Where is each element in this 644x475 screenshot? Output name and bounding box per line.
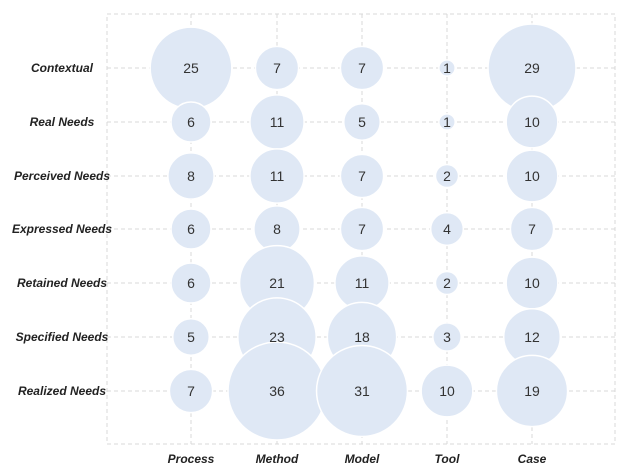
data-label: 36 [269, 383, 285, 399]
y-tick-label: Perceived Needs [14, 169, 110, 183]
bubble-realized-needs-process [168, 368, 214, 414]
bubble-expressed-needs-process [170, 208, 212, 250]
data-label: 3 [443, 329, 451, 345]
data-label: 7 [358, 168, 366, 184]
data-label: 11 [270, 114, 285, 130]
data-label: 18 [354, 329, 370, 345]
bubble-perceived-needs-case [505, 149, 559, 203]
data-label: 2 [443, 275, 451, 291]
bubbles [149, 23, 577, 441]
bubble-real-needs-model [342, 102, 382, 142]
bubble-real-needs-case [505, 95, 559, 149]
bubble-expressed-needs-case [509, 206, 555, 252]
bubble-specified-needs-tool [432, 322, 462, 352]
data-label: 7 [358, 60, 366, 76]
data-label: 23 [269, 329, 285, 345]
bubble-perceived-needs-process [167, 152, 215, 200]
x-tick-label: Process [168, 452, 215, 466]
x-tick-label: Case [518, 452, 547, 466]
data-label: 10 [524, 168, 540, 184]
bubble-contextual-model [339, 45, 385, 91]
data-label: 29 [524, 60, 540, 76]
bubble-perceived-needs-method [249, 148, 305, 204]
y-tick-label: Retained Needs [17, 276, 107, 290]
x-axis-labels: Process Method Model Tool Case [168, 452, 547, 466]
data-label: 7 [273, 60, 281, 76]
y-tick-label: Contextual [31, 61, 94, 75]
bubble-retained-needs-tool [434, 270, 460, 296]
data-label: 6 [187, 275, 195, 291]
x-tick-label: Model [345, 452, 380, 466]
bubble-realized-needs-tool [420, 364, 474, 418]
x-tick-label: Tool [435, 452, 461, 466]
bubble-contextual-tool [438, 59, 456, 77]
y-tick-label: Expressed Needs [12, 222, 112, 236]
data-label: 1 [443, 60, 451, 76]
data-label: 7 [187, 383, 195, 399]
data-label: 5 [358, 114, 366, 130]
y-axis-labels: Contextual Real Needs Perceived Needs Expre… [12, 61, 112, 398]
data-label: 6 [187, 221, 195, 237]
x-tick-label: Method [256, 452, 299, 466]
y-tick-label: Realized Needs [18, 384, 106, 398]
data-label: 12 [524, 329, 540, 345]
bubble-real-needs-tool [438, 113, 456, 131]
bubble-realized-needs-case [495, 354, 569, 428]
data-label: 31 [354, 383, 370, 399]
bubble-expressed-needs-model [339, 206, 385, 252]
bubble-retained-needs-process [170, 262, 212, 304]
bubble-expressed-needs-tool [429, 211, 465, 247]
data-label: 5 [187, 329, 195, 345]
bubble-perceived-needs-tool [434, 163, 460, 189]
bubble-real-needs-process [170, 101, 212, 143]
bubble-realized-needs-model [315, 344, 409, 438]
bubble-contextual-method [254, 45, 300, 91]
data-labels: 25 7 7 1 296 11 5 1 108 11 7 2 106 8 7 4 76 21 11 2 105 23 18 3… [183, 60, 540, 399]
data-label: 25 [183, 60, 199, 76]
data-label: 11 [270, 168, 285, 184]
bubble-specified-needs-process [171, 317, 211, 357]
y-tick-label: Specified Needs [16, 330, 109, 344]
data-label: 10 [524, 275, 540, 291]
bubble-perceived-needs-model [339, 153, 385, 199]
data-label: 11 [355, 275, 370, 291]
data-label: 10 [439, 383, 455, 399]
data-label: 10 [524, 114, 540, 130]
data-label: 2 [443, 168, 451, 184]
data-label: 21 [269, 275, 285, 291]
data-label: 19 [524, 383, 540, 399]
data-label: 1 [443, 114, 451, 130]
data-label: 8 [187, 168, 195, 184]
data-label: 6 [187, 114, 195, 130]
data-label: 4 [443, 221, 451, 237]
y-tick-label: Real Needs [30, 115, 95, 129]
data-label: 7 [528, 221, 536, 237]
data-label: 7 [358, 221, 366, 237]
data-label: 8 [273, 221, 281, 237]
